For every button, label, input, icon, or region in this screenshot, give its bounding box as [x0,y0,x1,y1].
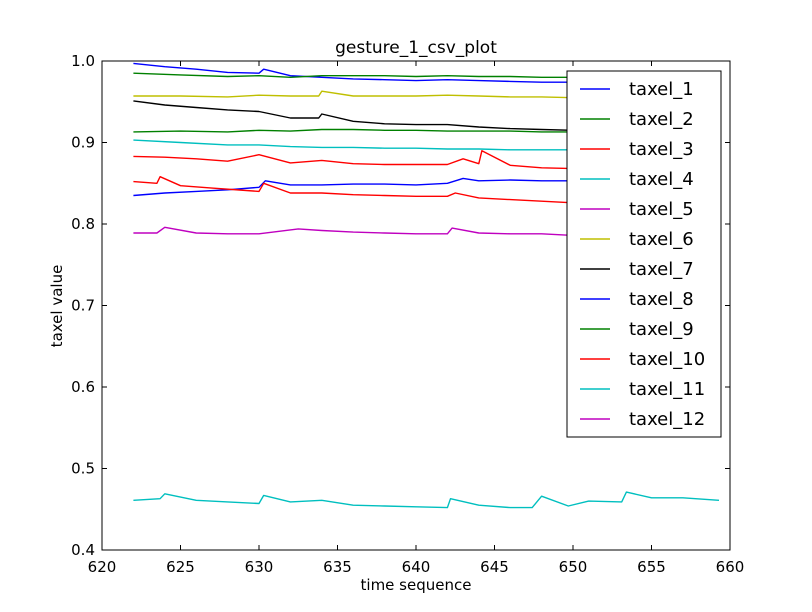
legend-label-taxel-9: taxel_9 [629,319,694,340]
legend-label-taxel-2: taxel_2 [629,109,694,130]
x-tick-label: 620 [88,558,117,576]
chart-title: gesture_1_csv_plot [335,38,497,58]
legend-label-taxel-1: taxel_1 [629,79,694,100]
legend-label-taxel-3: taxel_3 [629,139,694,160]
series-line-taxel-3 [133,150,720,171]
series-line-taxel-4 [133,139,719,151]
legend-label-taxel-4: taxel_4 [629,169,694,190]
x-tick-label: 640 [402,558,431,576]
x-axis-label: time sequence [361,576,472,594]
legend-label-taxel-7: taxel_7 [629,259,694,280]
series-line-taxel-6 [133,90,719,99]
series-line-taxel-9 [133,128,719,133]
x-axis-ticks: 620 625 630 635 640 645 650 655 660 [88,61,745,576]
legend-box [566,70,722,438]
legend-label-taxel-11: taxel_11 [629,379,705,400]
series-line-taxel-11 [133,491,720,509]
y-tick-label: 0.5 [71,460,95,478]
series-line-taxel-10 [133,176,720,206]
legend-label-taxel-6: taxel_6 [629,229,694,250]
x-tick-label: 635 [323,558,352,576]
y-tick-label: 0.9 [71,134,95,152]
y-tick-label: 0.4 [71,541,95,559]
legend: taxel_1 taxel_2 taxel_3 taxel_4 taxel_5taxel… [566,70,722,438]
y-tick-label: 1.0 [71,52,95,70]
x-tick-label: 625 [166,558,195,576]
legend-label-taxel-12: taxel_12 [629,409,705,430]
series-line-taxel-5 [133,226,720,237]
series-line-taxel-8 [133,177,720,197]
x-tick-label: 655 [637,558,666,576]
x-tick-label: 660 [716,558,745,576]
legend-label-taxel-8: taxel_8 [629,289,694,310]
x-tick-label: 645 [480,558,509,576]
x-tick-label: 630 [245,558,274,576]
plot-lines [133,62,720,509]
y-tick-label: 0.6 [71,378,95,396]
y-axis-label: taxel value [48,265,66,348]
series-line-taxel-7 [133,100,720,132]
x-tick-label: 650 [559,558,588,576]
y-axis-ticks: 0.4 0.5 0.6 0.7 0.8 0.9 1.0 [71,52,730,559]
legend-label-taxel-10: taxel_10 [629,349,705,370]
y-tick-label: 0.7 [71,297,95,315]
series-line-taxel-2 [133,72,720,80]
y-tick-label: 0.8 [71,215,95,233]
series-line-taxel-1 [133,62,720,85]
legend-label-taxel-5: taxel_5 [629,199,694,220]
